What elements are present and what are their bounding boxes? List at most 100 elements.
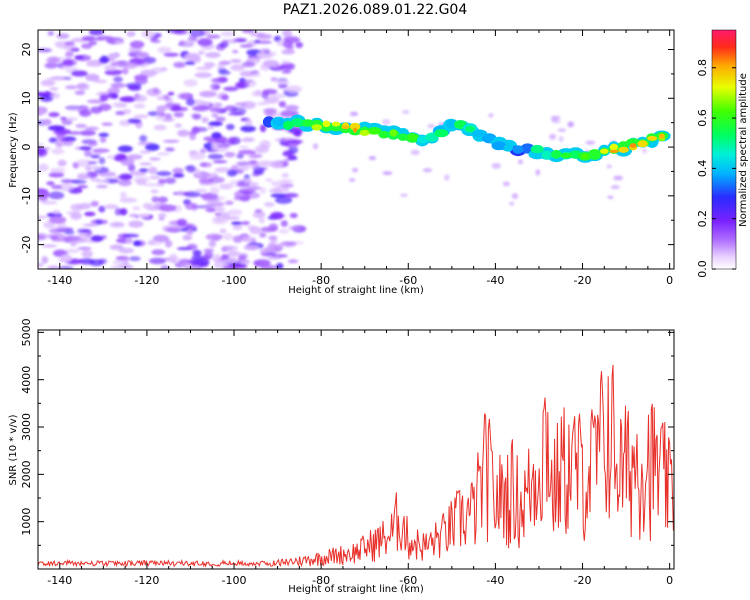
heatmap-cell [232, 235, 243, 243]
heatmap-cell [129, 256, 141, 262]
heatmap-cell [224, 151, 236, 158]
heatmap-cell [176, 218, 188, 227]
heatmap-cell [99, 94, 109, 102]
heatmap-cell [230, 64, 245, 71]
heatmap-cell [295, 41, 304, 49]
heatmap-cell [127, 118, 142, 124]
heatmap-cell [38, 262, 44, 268]
heatmap-cell [172, 167, 184, 174]
heatmap-cell [129, 40, 145, 49]
heatmap-cell [178, 40, 185, 46]
ridge-cell [503, 143, 514, 152]
heatmap-cell [152, 234, 169, 243]
heatmap-cell [189, 152, 206, 160]
heatmap-cell [223, 233, 234, 241]
heatmap-cell [38, 163, 49, 172]
heatmap-cell [239, 44, 254, 48]
heatmap-cell [141, 30, 156, 38]
heatmap-cell [81, 36, 96, 41]
heatmap-cell [232, 49, 239, 54]
heatmap-cell [71, 70, 88, 77]
heatmap-cell [288, 225, 300, 231]
heatmap-cell [176, 247, 192, 251]
heatmap-cell [351, 167, 359, 173]
ridge-cell [560, 152, 572, 159]
heatmap-cell [251, 173, 260, 177]
heatmap-cell [170, 105, 182, 112]
heatmap-cell [208, 121, 223, 127]
heatmap-cell [70, 203, 84, 211]
spectrogram-x-label: Height of straight line (km) [288, 285, 424, 296]
ridge-cell [359, 129, 370, 136]
heatmap-cell [148, 257, 166, 265]
heatmap-cell [567, 121, 574, 128]
heatmap-cell [98, 157, 106, 165]
heatmap-cell [149, 157, 161, 161]
heatmap-cell [119, 197, 138, 203]
heatmap-cell [47, 31, 54, 36]
ridge-cell [658, 133, 665, 139]
ridge-cell [425, 132, 439, 142]
heatmap-cell [283, 192, 299, 198]
heatmap-cell [182, 234, 193, 241]
heatmap-cell [75, 123, 87, 129]
heatmap-cell [258, 217, 266, 224]
heatmap-cell [226, 123, 235, 131]
heatmap-cell [90, 200, 99, 207]
x-tick-label: -100 [222, 574, 247, 587]
heatmap-cell [96, 184, 108, 189]
heatmap-cell [136, 51, 149, 58]
heatmap-cell [90, 154, 101, 159]
heatmap-cell [57, 159, 67, 167]
heatmap-cell [155, 112, 163, 121]
heatmap-cell [221, 246, 228, 253]
heatmap-cell [444, 174, 450, 181]
heatmap-cell [607, 195, 614, 199]
heatmap-cell [221, 254, 230, 260]
heatmap-cell [242, 61, 256, 68]
heatmap-cell [239, 79, 254, 83]
y-tick-label: 2000 [20, 460, 33, 488]
heatmap-cell [227, 137, 237, 144]
heatmap-cell [256, 33, 273, 40]
heatmap-cell [146, 88, 162, 97]
heatmap-cell [44, 62, 58, 69]
heatmap-cell [279, 179, 294, 184]
ridge-cell [322, 120, 331, 128]
heatmap-cell [138, 168, 149, 173]
heatmap-cell [86, 99, 105, 104]
heatmap-cell [169, 253, 178, 260]
heatmap-cell [38, 215, 48, 219]
heatmap-cell [368, 156, 377, 161]
heatmap-cell [106, 92, 119, 99]
heatmap-cell [79, 130, 96, 136]
heatmap-cell [65, 85, 78, 90]
heatmap-cell [280, 220, 288, 227]
heatmap-cell [199, 90, 217, 98]
ridge-cell [629, 143, 637, 149]
heatmap-cell [191, 258, 210, 266]
spectrogram-frame [37, 29, 675, 270]
heatmap-cell [79, 110, 92, 117]
heatmap-cell [113, 76, 123, 83]
heatmap-cell [128, 220, 144, 228]
heatmap-cell [78, 246, 91, 250]
snr-series-line [38, 364, 674, 568]
heatmap-cell [165, 227, 180, 233]
heatmap-cell [280, 110, 295, 117]
heatmap-cell [535, 169, 541, 176]
heatmap-cell [259, 232, 267, 238]
heatmap-cell [227, 112, 245, 116]
heatmap-cell [84, 211, 96, 217]
heatmap-cell [268, 223, 279, 232]
heatmap-cell [158, 178, 167, 184]
heatmap-cell [422, 168, 433, 173]
heatmap-cell [164, 239, 173, 248]
heatmap-cell [77, 185, 89, 189]
heatmap-cell [281, 49, 296, 55]
heatmap-cell [220, 94, 229, 101]
heatmap-cell [610, 185, 621, 190]
heatmap-cell [231, 221, 243, 226]
heatmap-cell [139, 150, 152, 154]
